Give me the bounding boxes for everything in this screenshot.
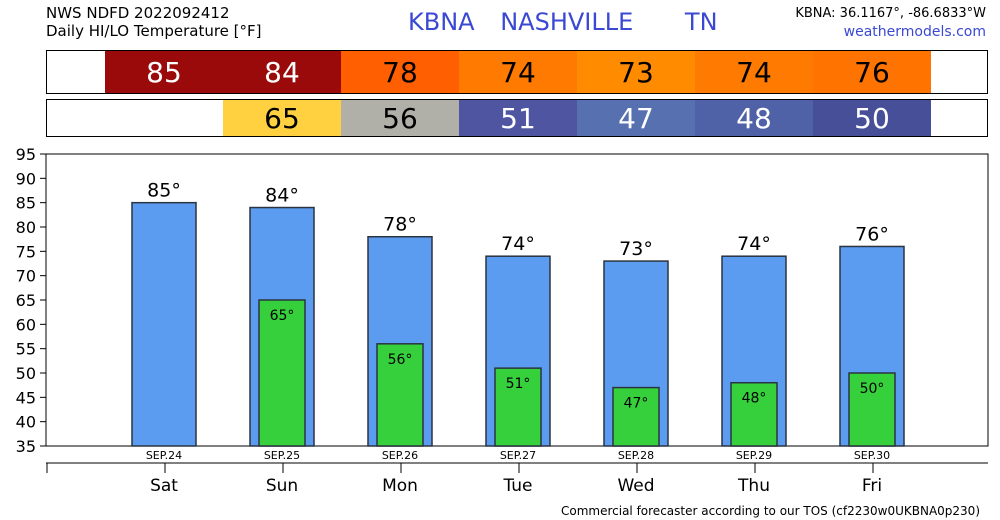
y-tick-label: 75 (16, 242, 36, 261)
station-id: KBNA (408, 8, 475, 36)
city-name: NASHVILLE (500, 8, 634, 36)
day-label: Tue (502, 476, 532, 496)
footer-note: Commercial forecaster according to our T… (560, 504, 980, 518)
low-temp-label: 56° (388, 352, 413, 368)
high-temp-cell: 76 (813, 51, 931, 93)
site-link[interactable]: weathermodels.com (843, 24, 986, 40)
high-temp-label: 78° (383, 214, 417, 236)
y-tick-label: 60 (16, 315, 36, 334)
y-tick-label: 85 (16, 194, 36, 213)
y-tick-label: 55 (16, 340, 36, 359)
low-temp-bar (848, 372, 896, 447)
station-coords: KBNA: 36.1167°, -86.6833°W (795, 6, 986, 21)
date-label: SEP.27 (500, 449, 536, 462)
high-temp-bar (131, 201, 197, 447)
high-temp-cell: 74 (695, 51, 813, 93)
y-tick-label: 70 (16, 267, 36, 286)
model-run-label: NWS NDFD 2022092412 (46, 4, 230, 22)
high-temp-label: 74° (737, 233, 771, 255)
low-temp-cell: 50 (813, 100, 931, 136)
high-temp-cell: 78 (341, 51, 459, 93)
y-tick-label: 40 (16, 413, 36, 432)
low-temp-cell: 51 (459, 100, 577, 136)
low-temp-strip: 65 56 51 47 48 50 (46, 99, 988, 137)
state-name: TN (684, 8, 718, 36)
y-tick-label: 80 (16, 218, 36, 237)
low-temp-cell (105, 100, 223, 136)
date-label: SEP.24 (146, 449, 182, 462)
low-temp-bar (730, 381, 778, 447)
station-header: KBNA NASHVILLE TN (408, 8, 736, 36)
day-label: Sun (266, 476, 298, 496)
chart-title: Daily HI/LO Temperature [°F] (46, 22, 262, 40)
high-temp-cell: 84 (223, 51, 341, 93)
day-label: Mon (382, 476, 418, 496)
high-temp-label: 76° (855, 223, 889, 245)
low-temp-bar (258, 299, 306, 447)
high-temp-strip: 85 84 78 74 73 74 76 (46, 50, 988, 94)
high-temp-label: 85° (147, 180, 181, 202)
y-tick-label: 35 (16, 437, 36, 456)
low-temp-cell: 56 (341, 100, 459, 136)
low-temp-cell: 65 (223, 100, 341, 136)
date-label: SEP.26 (382, 449, 418, 462)
date-label: SEP.30 (854, 449, 890, 462)
low-temp-bar (612, 386, 660, 447)
low-temp-bar (376, 343, 424, 447)
y-tick-label: 45 (16, 388, 36, 407)
y-tick-label: 65 (16, 291, 36, 310)
day-label: Sat (150, 476, 178, 496)
low-temp-label: 50° (860, 381, 885, 397)
date-label: SEP.25 (264, 449, 300, 462)
low-temp-bar (494, 367, 542, 447)
date-label: SEP.28 (618, 449, 654, 462)
low-temp-label: 48° (742, 391, 767, 407)
high-temp-cell: 73 (577, 51, 695, 93)
low-temp-label: 65° (270, 308, 295, 324)
low-temp-cell: 48 (695, 100, 813, 136)
high-temp-label: 74° (501, 233, 535, 255)
day-label: Wed (617, 476, 654, 496)
day-label: Fri (862, 476, 882, 496)
high-temp-label: 84° (265, 185, 299, 207)
y-tick-label: 95 (16, 145, 36, 164)
date-label: SEP.29 (736, 449, 772, 462)
y-tick-label: 50 (16, 364, 36, 383)
low-temp-label: 51° (506, 376, 531, 392)
high-temp-cell: 74 (459, 51, 577, 93)
high-temp-cell: 85 (105, 51, 223, 93)
low-temp-cell: 47 (577, 100, 695, 136)
high-temp-label: 73° (619, 238, 653, 260)
y-tick-label: 90 (16, 169, 36, 188)
day-label: Thu (737, 476, 770, 496)
low-temp-label: 47° (624, 396, 649, 412)
